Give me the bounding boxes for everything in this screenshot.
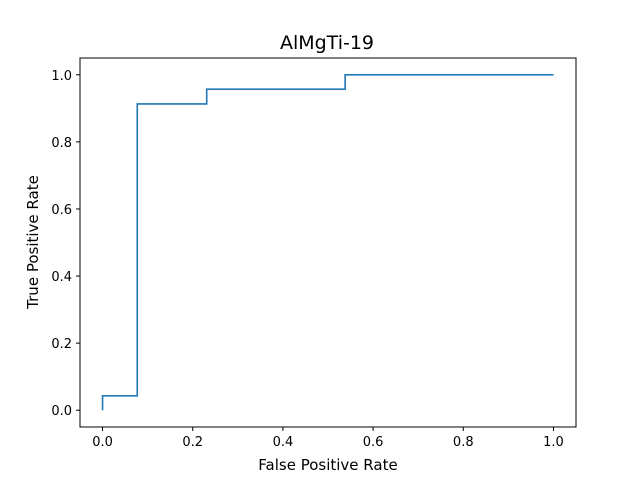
y-tick-label: 0.4 bbox=[51, 270, 72, 285]
y-tick-label: 0.8 bbox=[51, 136, 72, 151]
roc-curve-line bbox=[101, 73, 554, 411]
y-axis-label: True Positive Rate bbox=[24, 175, 42, 310]
y-axis: 0.0 0.2 0.4 0.6 0.8 1.0 bbox=[51, 69, 80, 419]
y-tick-label: 0.6 bbox=[51, 203, 72, 218]
plot-area bbox=[79, 57, 577, 428]
x-tick-label: 0.6 bbox=[363, 435, 384, 450]
x-tick-label: 0.8 bbox=[453, 435, 474, 450]
series-layer bbox=[101, 73, 554, 411]
chart-title: AlMgTi-19 bbox=[280, 32, 374, 54]
y-tick-label: 0.0 bbox=[51, 404, 72, 419]
x-tick-label: 0.2 bbox=[182, 435, 203, 450]
y-tick-label: 1.0 bbox=[51, 69, 72, 84]
y-tick-label: 0.2 bbox=[51, 337, 72, 352]
x-tick-label: 0.0 bbox=[92, 435, 113, 450]
x-tick-label: 0.4 bbox=[273, 435, 294, 450]
x-tick-label: 1.0 bbox=[543, 435, 564, 450]
x-axis-label: False Positive Rate bbox=[258, 456, 397, 474]
axes-frame bbox=[79, 57, 577, 428]
x-axis: 0.0 0.2 0.4 0.6 0.8 1.0 bbox=[92, 427, 564, 450]
